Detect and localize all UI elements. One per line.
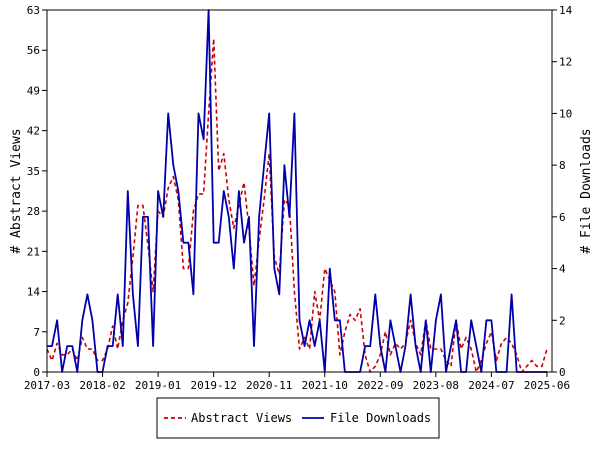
x-tick-label: 2017-03 xyxy=(24,379,70,392)
right-tick-label: 14 xyxy=(559,4,573,17)
right-axis: 0 2 4 6 8 10 12 14 xyxy=(552,4,573,379)
left-tick-label: 63 xyxy=(27,4,40,17)
legend-label-file-downloads: File Downloads xyxy=(330,411,431,425)
left-tick-label: 35 xyxy=(27,165,40,178)
left-tick-label: 42 xyxy=(27,125,40,138)
left-tick-label: 56 xyxy=(27,44,40,57)
legend: Abstract Views File Downloads xyxy=(156,397,440,439)
x-tick-label: 2024-07 xyxy=(468,379,514,392)
legend-box xyxy=(156,397,440,439)
left-tick-label: 49 xyxy=(27,84,40,97)
x-tick-label: 2019-12 xyxy=(190,379,236,392)
x-tick-label: 2023-08 xyxy=(413,379,459,392)
left-tick-label: 7 xyxy=(33,326,40,339)
plot-area xyxy=(46,9,548,373)
series-line-file-downloads xyxy=(47,9,547,373)
right-tick-label: 6 xyxy=(559,211,566,224)
right-tick-label: 12 xyxy=(559,56,572,69)
x-tick-label: 2022-09 xyxy=(357,379,403,392)
left-axis-title: # Abstract Views xyxy=(9,128,24,253)
x-tick-label: 2018-02 xyxy=(79,379,125,392)
legend-label-abstract-views: Abstract Views xyxy=(191,411,292,425)
x-tick-label: 2019-01 xyxy=(135,379,181,392)
right-tick-label: 4 xyxy=(559,263,566,276)
left-axis: 0 7 14 21 28 35 42 49 56 63 xyxy=(27,4,47,379)
right-tick-label: 0 xyxy=(559,366,566,379)
left-tick-label: 0 xyxy=(33,366,40,379)
right-tick-label: 10 xyxy=(559,107,572,120)
left-tick-label: 21 xyxy=(27,245,40,258)
right-tick-label: 2 xyxy=(559,314,566,327)
right-axis-title: # File Downloads xyxy=(579,128,594,253)
right-tick-label: 8 xyxy=(559,159,566,172)
x-tick-label: 2021-10 xyxy=(302,379,348,392)
x-axis: 2017-03 2018-02 2019-01 2019-12 2020-11 2021-… xyxy=(24,372,570,392)
left-tick-label: 28 xyxy=(27,205,40,218)
x-tick-label: 2020-11 xyxy=(246,379,292,392)
series-line-abstract-views xyxy=(46,37,548,373)
left-tick-label: 14 xyxy=(27,286,41,299)
plot-frame xyxy=(46,9,553,373)
x-tick-label: 2025-06 xyxy=(524,379,570,392)
